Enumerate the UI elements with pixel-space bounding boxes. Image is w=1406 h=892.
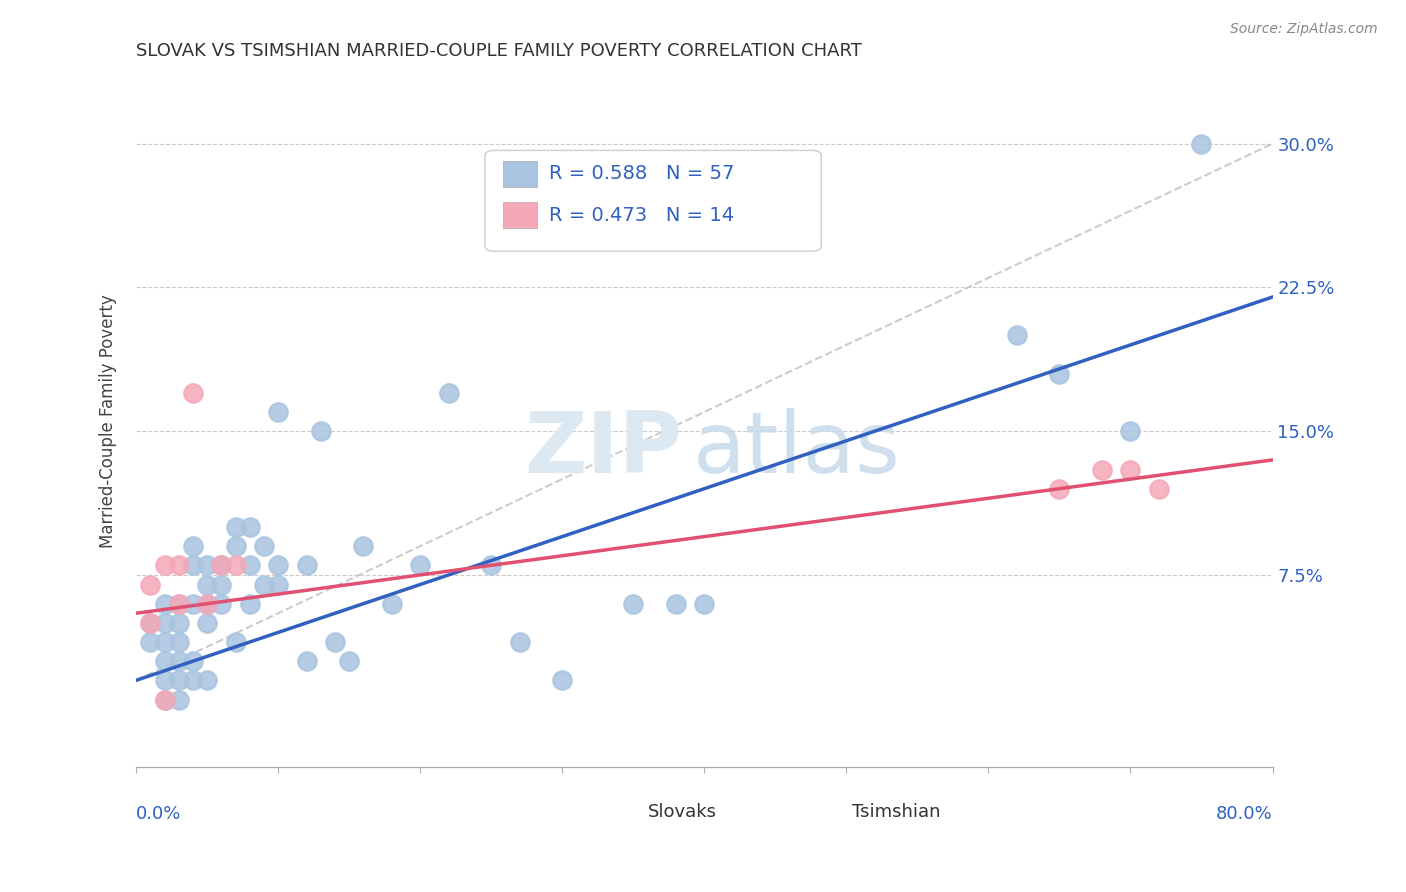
Point xyxy=(225,635,247,649)
FancyBboxPatch shape xyxy=(503,161,537,187)
Point xyxy=(693,597,716,611)
Point xyxy=(225,520,247,534)
FancyBboxPatch shape xyxy=(485,151,821,252)
Text: R = 0.588   N = 57: R = 0.588 N = 57 xyxy=(548,164,734,184)
Point xyxy=(209,597,232,611)
Point xyxy=(295,654,318,668)
Point xyxy=(153,692,176,706)
Point xyxy=(551,673,574,688)
Point xyxy=(153,635,176,649)
Point xyxy=(239,520,262,534)
Point xyxy=(479,558,502,573)
Point xyxy=(153,615,176,630)
FancyBboxPatch shape xyxy=(607,799,640,825)
Y-axis label: Married-Couple Family Poverty: Married-Couple Family Poverty xyxy=(100,294,117,549)
Point xyxy=(167,692,190,706)
Point xyxy=(1119,462,1142,476)
Point xyxy=(153,673,176,688)
Point xyxy=(209,558,232,573)
Point xyxy=(195,577,218,591)
Point xyxy=(153,597,176,611)
Point xyxy=(239,597,262,611)
Point xyxy=(267,405,290,419)
Point xyxy=(225,539,247,553)
Point xyxy=(181,673,204,688)
Point xyxy=(181,558,204,573)
Point xyxy=(153,558,176,573)
Point xyxy=(1119,424,1142,438)
Point xyxy=(167,635,190,649)
Point xyxy=(295,558,318,573)
Point xyxy=(195,597,218,611)
FancyBboxPatch shape xyxy=(813,799,844,825)
Text: R = 0.473   N = 14: R = 0.473 N = 14 xyxy=(548,206,734,225)
Point xyxy=(181,539,204,553)
Point xyxy=(1049,482,1071,496)
Point xyxy=(167,615,190,630)
FancyBboxPatch shape xyxy=(503,202,537,228)
Point xyxy=(139,635,162,649)
Point xyxy=(195,673,218,688)
Point xyxy=(195,597,218,611)
Point xyxy=(267,558,290,573)
Point xyxy=(139,577,162,591)
Point xyxy=(167,654,190,668)
Text: Tsimshian: Tsimshian xyxy=(852,803,941,822)
Point xyxy=(167,558,190,573)
Point xyxy=(167,673,190,688)
Point xyxy=(181,385,204,400)
Point xyxy=(309,424,332,438)
Point xyxy=(195,615,218,630)
Point xyxy=(323,635,346,649)
Point xyxy=(267,577,290,591)
Point xyxy=(209,558,232,573)
Point xyxy=(195,558,218,573)
Point xyxy=(239,558,262,573)
Point xyxy=(139,615,162,630)
Point xyxy=(153,692,176,706)
Point xyxy=(139,615,162,630)
Point xyxy=(409,558,432,573)
Text: 0.0%: 0.0% xyxy=(136,805,181,823)
Point xyxy=(253,539,276,553)
Point xyxy=(437,385,460,400)
Point xyxy=(509,635,531,649)
Point xyxy=(337,654,360,668)
Point xyxy=(167,597,190,611)
Point xyxy=(253,577,276,591)
Text: Source: ZipAtlas.com: Source: ZipAtlas.com xyxy=(1230,22,1378,37)
Point xyxy=(225,558,247,573)
Point xyxy=(1005,328,1028,343)
Point xyxy=(381,597,404,611)
Point xyxy=(1091,462,1114,476)
Point xyxy=(181,597,204,611)
Text: atlas: atlas xyxy=(693,408,901,491)
Point xyxy=(181,654,204,668)
Point xyxy=(665,597,688,611)
Point xyxy=(1049,367,1071,381)
Text: SLOVAK VS TSIMSHIAN MARRIED-COUPLE FAMILY POVERTY CORRELATION CHART: SLOVAK VS TSIMSHIAN MARRIED-COUPLE FAMIL… xyxy=(136,42,862,60)
Point xyxy=(209,577,232,591)
Text: ZIP: ZIP xyxy=(524,408,682,491)
Point xyxy=(1191,136,1213,151)
Text: 80.0%: 80.0% xyxy=(1216,805,1272,823)
Point xyxy=(153,654,176,668)
Point xyxy=(621,597,644,611)
Point xyxy=(1147,482,1170,496)
Point xyxy=(167,597,190,611)
Text: Slovaks: Slovaks xyxy=(648,803,717,822)
Point xyxy=(352,539,374,553)
